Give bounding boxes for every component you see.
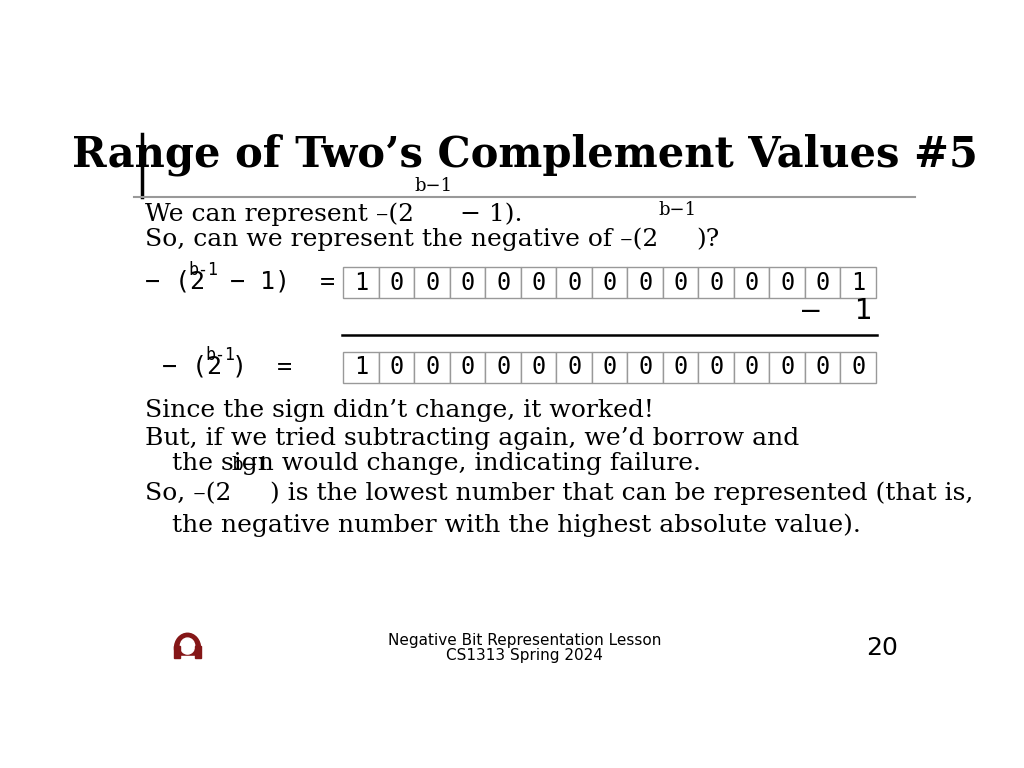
- Bar: [485, 352, 521, 382]
- Ellipse shape: [180, 638, 195, 654]
- Bar: [450, 352, 485, 382]
- Bar: [343, 267, 379, 298]
- Bar: [698, 267, 734, 298]
- Bar: [521, 352, 556, 382]
- Text: Range of Two’s Complement Values #5: Range of Two’s Complement Values #5: [72, 133, 978, 176]
- Text: 0: 0: [389, 270, 403, 295]
- Text: –  1: – 1: [802, 297, 872, 325]
- Bar: [592, 267, 628, 298]
- Bar: [734, 267, 769, 298]
- Bar: [379, 267, 415, 298]
- Text: 0: 0: [461, 355, 475, 379]
- Bar: [663, 267, 698, 298]
- Text: )  =: ) =: [231, 354, 292, 379]
- Text: ) is the lowest number that can be represented (that is,: ) is the lowest number that can be repre…: [269, 482, 973, 505]
- Text: We can represent –(2: We can represent –(2: [145, 203, 414, 226]
- Text: 0: 0: [744, 355, 759, 379]
- Bar: [769, 267, 805, 298]
- Bar: [628, 352, 663, 382]
- Text: 0: 0: [461, 270, 475, 295]
- Text: 0: 0: [780, 355, 795, 379]
- Text: 0: 0: [674, 355, 688, 379]
- Text: b−1: b−1: [231, 455, 269, 474]
- Text: b−1: b−1: [414, 177, 453, 194]
- Text: the sign would change, indicating failure.: the sign would change, indicating failur…: [172, 452, 701, 475]
- Text: 0: 0: [389, 355, 403, 379]
- Text: 0: 0: [815, 270, 829, 295]
- Text: − (2: − (2: [162, 354, 222, 379]
- Text: 0: 0: [638, 270, 652, 295]
- Bar: [841, 352, 876, 382]
- Text: 0: 0: [744, 270, 759, 295]
- Text: 0: 0: [709, 355, 723, 379]
- Text: )?: )?: [696, 228, 720, 251]
- Text: So, –(2: So, –(2: [145, 482, 231, 505]
- Text: the negative number with the highest absolute value).: the negative number with the highest abs…: [172, 513, 861, 537]
- Text: 0: 0: [851, 355, 865, 379]
- Bar: [592, 352, 628, 382]
- Text: − 1).: − 1).: [453, 203, 522, 226]
- Bar: [174, 646, 180, 658]
- Bar: [196, 646, 201, 658]
- Text: Since the sign didn’t change, it worked!: Since the sign didn’t change, it worked!: [145, 399, 654, 422]
- Text: 0: 0: [531, 270, 546, 295]
- Bar: [415, 267, 450, 298]
- Bar: [343, 352, 379, 382]
- Text: So, can we represent the negative of –(2: So, can we represent the negative of –(2: [145, 227, 658, 251]
- Bar: [663, 352, 698, 382]
- Bar: [485, 267, 521, 298]
- Text: CS1313 Spring 2024: CS1313 Spring 2024: [446, 647, 603, 663]
- Text: But, if we tried subtracting again, we’d borrow and: But, if we tried subtracting again, we’d…: [145, 426, 800, 449]
- Text: 0: 0: [531, 355, 546, 379]
- Text: 1: 1: [354, 355, 369, 379]
- Text: 1: 1: [354, 270, 369, 295]
- Bar: [628, 267, 663, 298]
- Bar: [556, 267, 592, 298]
- Text: b−1: b−1: [658, 201, 696, 220]
- Text: 0: 0: [567, 270, 582, 295]
- Bar: [841, 267, 876, 298]
- Bar: [805, 267, 841, 298]
- Text: 0: 0: [674, 270, 688, 295]
- Text: b-1: b-1: [188, 261, 218, 280]
- Bar: [379, 352, 415, 382]
- Bar: [734, 352, 769, 382]
- Text: 0: 0: [496, 270, 510, 295]
- Text: 0: 0: [815, 355, 829, 379]
- Bar: [769, 352, 805, 382]
- Text: 0: 0: [602, 355, 616, 379]
- Text: 0: 0: [567, 355, 582, 379]
- Text: 20: 20: [866, 636, 898, 660]
- Text: 0: 0: [602, 270, 616, 295]
- Text: − (2: − (2: [145, 270, 205, 294]
- Bar: [521, 267, 556, 298]
- Bar: [698, 352, 734, 382]
- Bar: [174, 657, 201, 664]
- Ellipse shape: [174, 634, 201, 663]
- Text: 0: 0: [638, 355, 652, 379]
- Bar: [415, 352, 450, 382]
- Text: 0: 0: [496, 355, 510, 379]
- Text: 0: 0: [425, 355, 439, 379]
- Bar: [450, 267, 485, 298]
- Text: − 1)  =: − 1) =: [215, 270, 335, 294]
- Bar: [556, 352, 592, 382]
- Text: 0: 0: [780, 270, 795, 295]
- Text: b-1: b-1: [206, 346, 236, 364]
- Text: 0: 0: [709, 270, 723, 295]
- Text: 0: 0: [425, 270, 439, 295]
- Bar: [805, 352, 841, 382]
- Text: Negative Bit Representation Lesson: Negative Bit Representation Lesson: [388, 634, 662, 648]
- Text: 1: 1: [851, 270, 865, 295]
